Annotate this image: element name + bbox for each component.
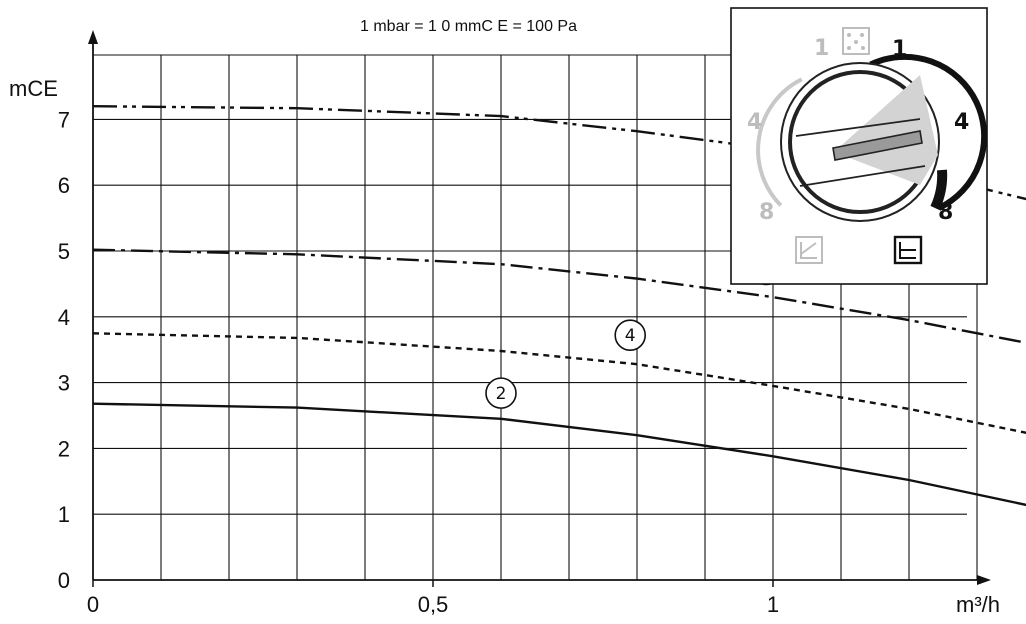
axes — [88, 30, 991, 585]
series-label-circle — [614, 319, 647, 352]
y-tick-label: 3 — [58, 371, 70, 396]
selector-label-top-right: 1 — [892, 37, 907, 62]
selector-label-left-bottom: 8 — [759, 200, 774, 225]
constant-pressure-icon — [893, 235, 923, 265]
knob-shade — [834, 75, 938, 185]
selector-label-top-left: 1 — [814, 36, 829, 61]
y-tick-label: 1 — [58, 502, 70, 527]
y-tick-label: 2 — [58, 436, 70, 461]
proportional-pressure-icon — [795, 236, 823, 264]
y-axis-title: mCE — [9, 76, 58, 101]
tick-labels: 00,511,522,501234567 — [58, 107, 779, 617]
y-tick-label: 5 — [58, 239, 70, 264]
series-label-circle — [485, 377, 517, 409]
y-axis-arrow — [88, 30, 98, 44]
knob-grip-top — [795, 118, 921, 137]
y-tick-label: 7 — [58, 107, 70, 132]
top-note: 1 mbar = 1 0 mmC E = 100 Pa — [360, 18, 577, 35]
series-label-2: 2 — [496, 384, 507, 404]
auto-mode-icon — [842, 27, 870, 55]
series-line-6 — [92, 248, 1026, 344]
x-tick-label: 0,5 — [418, 592, 449, 617]
series-line-2 — [92, 402, 1026, 507]
speed-selector-inset: 1 1 4 8 4 8 — [730, 7, 988, 285]
y-tick-label: 6 — [58, 173, 70, 198]
knob-pointer — [832, 130, 923, 161]
active-arc-thick — [930, 169, 948, 211]
x-axis-arrow — [977, 575, 991, 585]
y-tick-label: 0 — [58, 568, 70, 593]
knob-grip-bottom — [799, 165, 926, 187]
series-line-4 — [92, 332, 1026, 434]
selector-label-left-mid: 4 — [747, 110, 762, 135]
x-axis-title: m³/h — [956, 592, 1000, 617]
selector-label-right-bottom: 8 — [938, 200, 953, 225]
inactive-speed-arc — [756, 77, 803, 207]
y-tick-label: 4 — [58, 305, 70, 330]
series-label-4: 4 — [625, 326, 636, 346]
series-group — [92, 105, 1026, 507]
x-tick-label: 1 — [767, 592, 779, 617]
active-speed-arc — [869, 53, 988, 211]
x-tick-label: 0 — [87, 592, 99, 617]
selector-label-right-mid: 4 — [954, 110, 969, 135]
